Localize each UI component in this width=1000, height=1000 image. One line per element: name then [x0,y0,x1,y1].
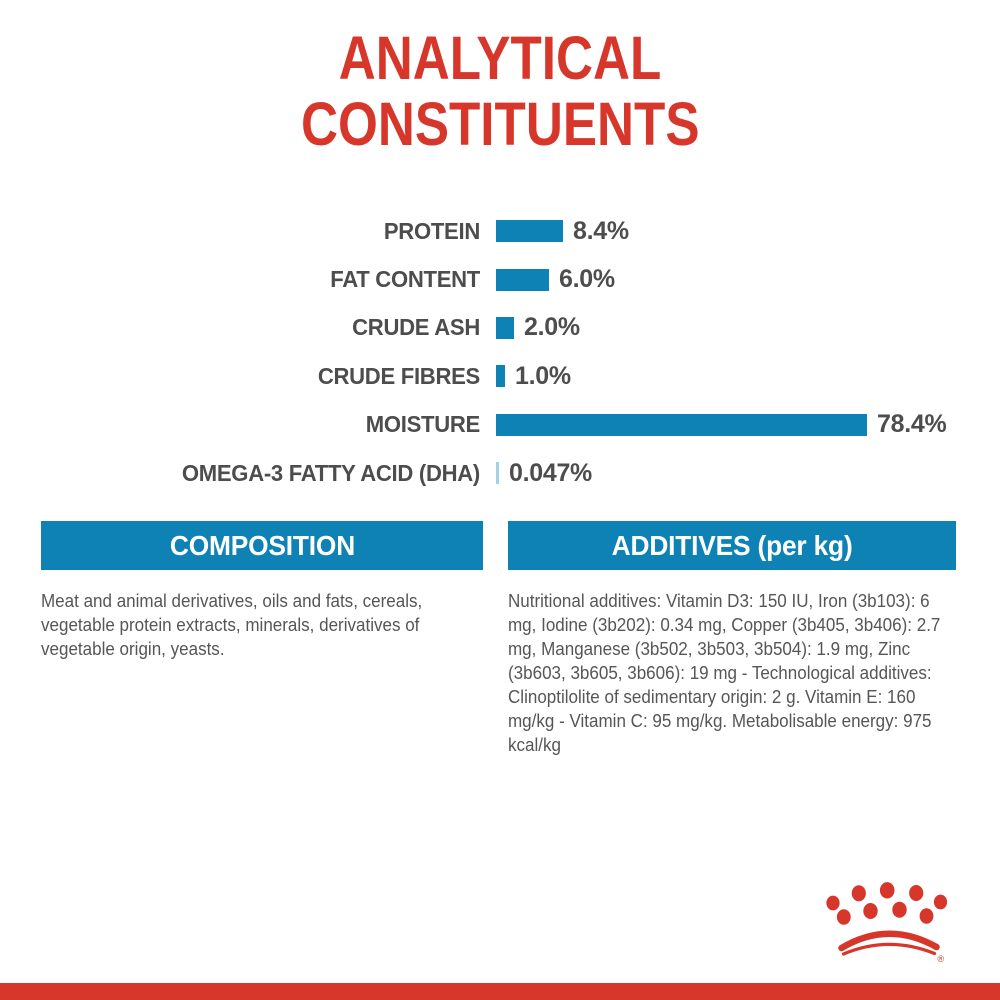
page-title: ANALYTICAL CONSTITUENTS [0,24,1000,158]
chart-row-label: CRUDE ASH [352,314,480,341]
additives-header-label: ADDITIVES (per kg) [611,529,853,561]
registered-trademark-icon: ® [938,954,945,964]
chart-row-crude-fibres: CRUDE FIBRES 1.0% [0,352,1000,400]
royal-canin-crown-logo: ® [826,882,948,964]
page-title-line1: ANALYTICAL [338,24,662,92]
composition-header-label: COMPOSITION [169,529,355,561]
additives-header: ADDITIVES (per kg) [508,521,956,570]
chart-row-label: MOISTURE [365,411,481,438]
chart-row-value: 0.047% [509,458,592,487]
bar [496,462,499,485]
bar [496,220,563,243]
chart-row-label: CRUDE FIBRES [317,362,480,389]
bottom-red-strip [0,983,1000,1000]
chart-row-crude-ash: CRUDE ASH 2.0% [0,304,1000,352]
chart-row-value: 1.0% [515,361,571,390]
chart-row-protein: PROTEIN 8.4% [0,207,1000,255]
composition-text: Meat and animal derivatives, oils and fa… [41,590,423,660]
chart-row-value: 6.0% [559,265,615,294]
chart-row-label: FAT CONTENT [330,266,480,293]
bar [496,268,549,291]
additives-text: Nutritional additives: Vitamin D3: 150 I… [508,590,941,756]
chart-row-label: PROTEIN [383,217,480,244]
chart-row-moisture: MOISTURE 78.4% [0,401,1000,449]
bar [496,316,514,339]
chart-row-label: OMEGA-3 FATTY ACID (DHA) [181,459,481,486]
chart-row-value: 8.4% [573,216,629,245]
chart-row-value: 2.0% [524,313,580,342]
chart-row-omega3-dha: OMEGA-3 FATTY ACID (DHA) 0.047% [0,449,1000,497]
bar [496,413,867,436]
bar [496,365,505,388]
composition-header: COMPOSITION [41,521,483,570]
analytical-constituents-chart: PROTEIN 8.4% FAT CONTENT 6.0% CRUDE ASH … [0,207,1000,497]
chart-row-fat-content: FAT CONTENT 6.0% [0,255,1000,303]
page-title-line2: CONSTITUENTS [300,89,700,158]
chart-row-value: 78.4% [877,410,947,439]
